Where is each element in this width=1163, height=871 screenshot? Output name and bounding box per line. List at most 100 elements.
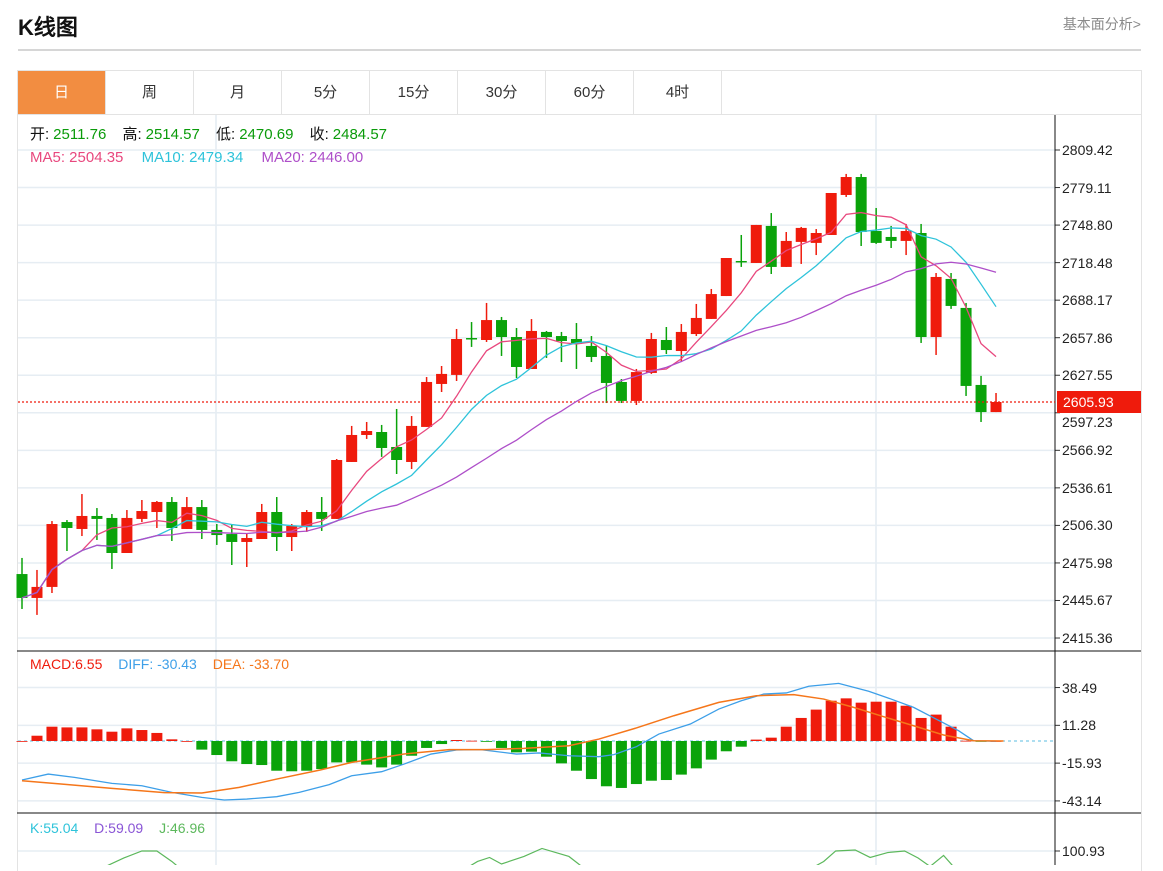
macd-bar	[630, 741, 642, 785]
candle-down	[540, 331, 552, 338]
macd-bar	[286, 741, 298, 772]
candle-down	[466, 338, 478, 340]
macd-bar	[660, 741, 672, 781]
macd-bar	[451, 740, 463, 741]
macd-bar	[151, 732, 163, 741]
candle-down	[106, 517, 118, 553]
j-line	[470, 847, 581, 865]
candle-up	[46, 524, 58, 587]
macd-bar	[496, 741, 508, 748]
macd-bar	[406, 741, 418, 756]
close-value: 2484.57	[332, 126, 388, 143]
macd-bar	[960, 740, 972, 742]
candle-down	[615, 381, 627, 401]
current-price-tag: 2605.93	[1057, 391, 1141, 413]
candle-down	[226, 534, 238, 542]
fundamental-analysis-link[interactable]: 基本面分析>	[1062, 16, 1141, 32]
macd-bar	[46, 726, 58, 741]
tab-week[interactable]: 周	[106, 71, 194, 114]
tab-5min[interactable]: 5分	[282, 71, 370, 114]
candle-down	[975, 384, 987, 413]
macd-bar	[511, 741, 523, 753]
macd-axis-label: 38.49	[1062, 679, 1098, 696]
macd-bar	[376, 741, 388, 768]
candle-up	[690, 317, 702, 335]
candle-up	[406, 425, 418, 462]
j-line	[107, 850, 178, 865]
price-axis-label: 2566.92	[1062, 442, 1113, 459]
tab-30min[interactable]: 30分	[458, 71, 546, 114]
candle-down	[945, 278, 957, 306]
macd-bar	[690, 741, 702, 769]
macd-bar	[301, 741, 313, 771]
candle-down	[585, 345, 597, 357]
macd-bar	[930, 714, 942, 741]
candle-up	[750, 224, 762, 263]
dea-line	[21, 693, 1004, 794]
macd-axis-label: -15.93	[1062, 755, 1102, 772]
candle-down	[765, 225, 777, 267]
candle-up	[241, 538, 253, 542]
candle-down	[570, 339, 582, 344]
candle-up	[361, 431, 373, 435]
candle-up	[990, 402, 1002, 413]
candle-down	[196, 507, 208, 530]
candle-up	[451, 339, 463, 375]
macd-bar	[136, 730, 148, 741]
macd-bar	[885, 701, 897, 741]
tab-month[interactable]: 月	[194, 71, 282, 114]
price-axis-label: 2506.30	[1062, 517, 1113, 534]
macd-bar	[600, 741, 612, 787]
tab-day[interactable]: 日	[18, 71, 106, 114]
tab-60min[interactable]: 60分	[546, 71, 634, 114]
macd-bar	[765, 737, 777, 741]
macd-bar	[466, 740, 478, 742]
candle-up	[780, 240, 792, 267]
candle-up	[720, 258, 732, 297]
candle-down	[391, 446, 403, 460]
candle-up	[436, 373, 448, 384]
kdj-axis-label: 100.93	[1062, 843, 1105, 859]
tab-15min[interactable]: 15分	[370, 71, 458, 114]
chart-container	[17, 70, 1142, 871]
candle-down	[870, 231, 882, 243]
candle-down	[496, 320, 508, 338]
macd-bar	[915, 717, 927, 741]
candle-down	[915, 232, 927, 338]
macd-bar	[391, 741, 403, 765]
macd-bar	[645, 741, 657, 781]
diff-value: DIFF: -30.43	[118, 656, 197, 672]
candle-up	[630, 372, 642, 401]
j-line	[816, 849, 953, 865]
macd-bar	[256, 741, 268, 766]
macd-bar	[16, 741, 28, 742]
macd-bar	[226, 741, 238, 762]
macd-bar	[346, 741, 358, 763]
ma10-value: MA10: 2479.34	[141, 149, 244, 166]
candle-down	[16, 574, 28, 598]
ma20-value: MA20: 2446.00	[261, 149, 364, 166]
macd-axis-label: -43.14	[1062, 792, 1102, 809]
macd-bar	[795, 717, 807, 741]
candle-up	[840, 177, 852, 195]
candle-up	[76, 515, 88, 529]
price-axis-label: 2415.36	[1062, 630, 1113, 647]
macd-legend: MACD:6.55 DIFF: -30.43 DEA: -33.70	[30, 655, 293, 673]
price-axis-label: 2718.48	[1062, 254, 1113, 271]
macd-bar	[91, 729, 103, 741]
candle-down	[855, 177, 867, 233]
macd-bar	[870, 701, 882, 741]
tab-4hour[interactable]: 4时	[634, 71, 722, 114]
candle-up	[256, 512, 268, 540]
macd-bar	[855, 702, 867, 741]
candle-down	[511, 337, 523, 367]
candle-up	[525, 330, 537, 369]
macd-bar	[211, 741, 223, 756]
price-axis-label: 2475.98	[1062, 554, 1113, 571]
kdj-legend: K:55.04 D:59.09 J:46.96	[30, 819, 209, 837]
price-axis-label: 2809.42	[1062, 142, 1113, 158]
macd-bar	[585, 741, 597, 780]
high-label: 高:	[122, 126, 142, 143]
candle-up	[705, 294, 717, 319]
